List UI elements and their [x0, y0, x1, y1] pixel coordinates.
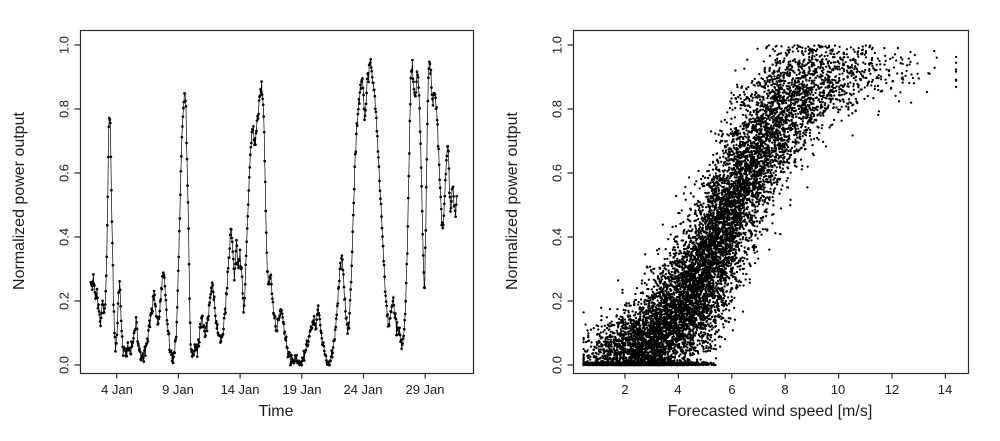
left-y-tick-label: 1.0: [56, 35, 72, 55]
left-x-tick-label: 9 Jan: [162, 382, 194, 397]
right-y-tick-label: 0.0: [549, 355, 565, 375]
right-x-tick-label: 10: [830, 382, 846, 397]
right-y-tick-label: 0.6: [549, 163, 565, 183]
right-y-tick-label: 0.8: [549, 99, 565, 119]
right-x-tick-label: 14: [937, 382, 953, 397]
left-x-tick-label: 19 Jan: [282, 382, 322, 397]
right-y-tick-label: 0.2: [549, 291, 565, 311]
left-x-tick-label: 24 Jan: [343, 382, 383, 397]
left-x-axis-title: Time: [258, 403, 294, 420]
right-x-tick-label: 4: [674, 382, 682, 397]
right-y-tick-label: 0.4: [549, 227, 565, 247]
left-y-tick-label: 0.0: [56, 355, 72, 375]
right-x-tick-label: 8: [781, 382, 789, 397]
left-y-tick-label: 0.4: [56, 227, 72, 247]
right-x-axis-title: Forecasted wind speed [m/s]: [667, 403, 873, 420]
right-y-axis-title: Normalized power output: [504, 112, 521, 290]
right-x-tick-label: 12: [884, 382, 900, 397]
left-y-tick-label: 0.2: [56, 291, 72, 311]
left-y-tick-label: 0.6: [56, 163, 72, 183]
left-x-tick-label: 14 Jan: [220, 382, 260, 397]
left-y-tick-label: 0.8: [56, 99, 72, 119]
right-x-tick-label: 6: [728, 382, 736, 397]
left-y-axis-title: Normalized power output: [11, 112, 28, 290]
left-x-tick-label: 4 Jan: [101, 382, 133, 397]
right-y-tick-label: 1.0: [549, 35, 565, 55]
right-x-tick-label: 2: [621, 382, 629, 397]
left-x-tick-label: 29 Jan: [405, 382, 445, 397]
